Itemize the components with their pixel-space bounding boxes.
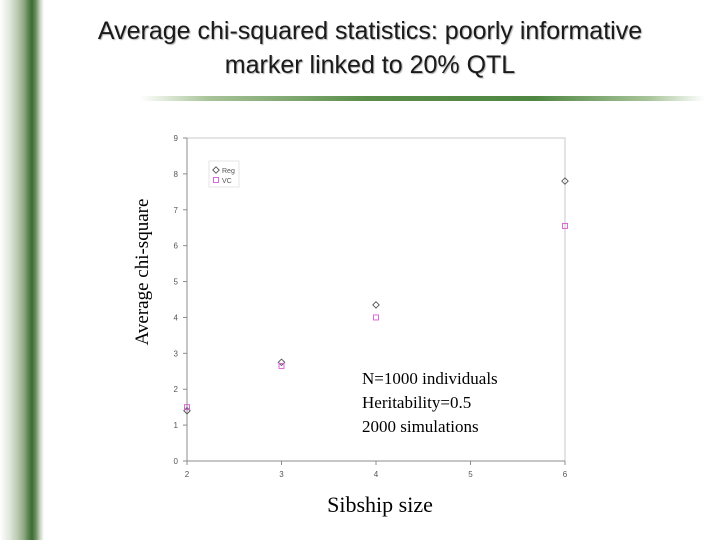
decorative-left-bar (0, 0, 44, 540)
data-point-reg (372, 301, 380, 309)
y-tick-label: 5 (174, 278, 179, 287)
data-point-reg (277, 358, 286, 367)
annotation-line-n: N=1000 individuals (362, 369, 498, 388)
legend-marker-vc (213, 177, 219, 183)
data-point-vc (562, 222, 568, 229)
x-tick-label: 5 (468, 470, 473, 479)
legend-label-reg: Reg (222, 168, 235, 175)
x-tick-label: 4 (374, 470, 379, 479)
data-point-vc (373, 314, 379, 321)
y-tick-label: 1 (174, 421, 179, 430)
x-axis-label: Sibship size (327, 492, 433, 517)
x-tick-label: 3 (279, 470, 284, 479)
legend-label-vc: VC (222, 178, 232, 185)
y-tick-label: 6 (174, 242, 179, 251)
y-tick-label: 9 (174, 134, 179, 143)
y-axis-label: Average chi-square (132, 198, 153, 346)
y-tick-label: 7 (174, 206, 179, 215)
x-tick-label: 2 (185, 470, 190, 479)
annotation-line-simulations: 2000 simulations (362, 417, 479, 436)
data-point-vc (278, 362, 285, 369)
y-tick-label: 0 (174, 457, 179, 466)
annotation-box: N=1000 individuals Heritability=0.5 2000… (362, 367, 498, 439)
y-tick-label: 4 (174, 313, 179, 322)
slide-title: Average chi-squared statistics: poorly i… (97, 17, 643, 79)
legend-marker-reg (212, 166, 220, 174)
y-tick-label: 8 (174, 170, 179, 179)
x-tick-label: 6 (563, 470, 568, 479)
y-tick-label: 3 (174, 349, 179, 358)
y-tick-label: 2 (174, 385, 179, 394)
annotation-line-heritability: Heritability=0.5 (362, 393, 472, 412)
title-underline (140, 96, 705, 101)
data-point-vc (184, 404, 190, 411)
data-point-reg (561, 177, 569, 185)
